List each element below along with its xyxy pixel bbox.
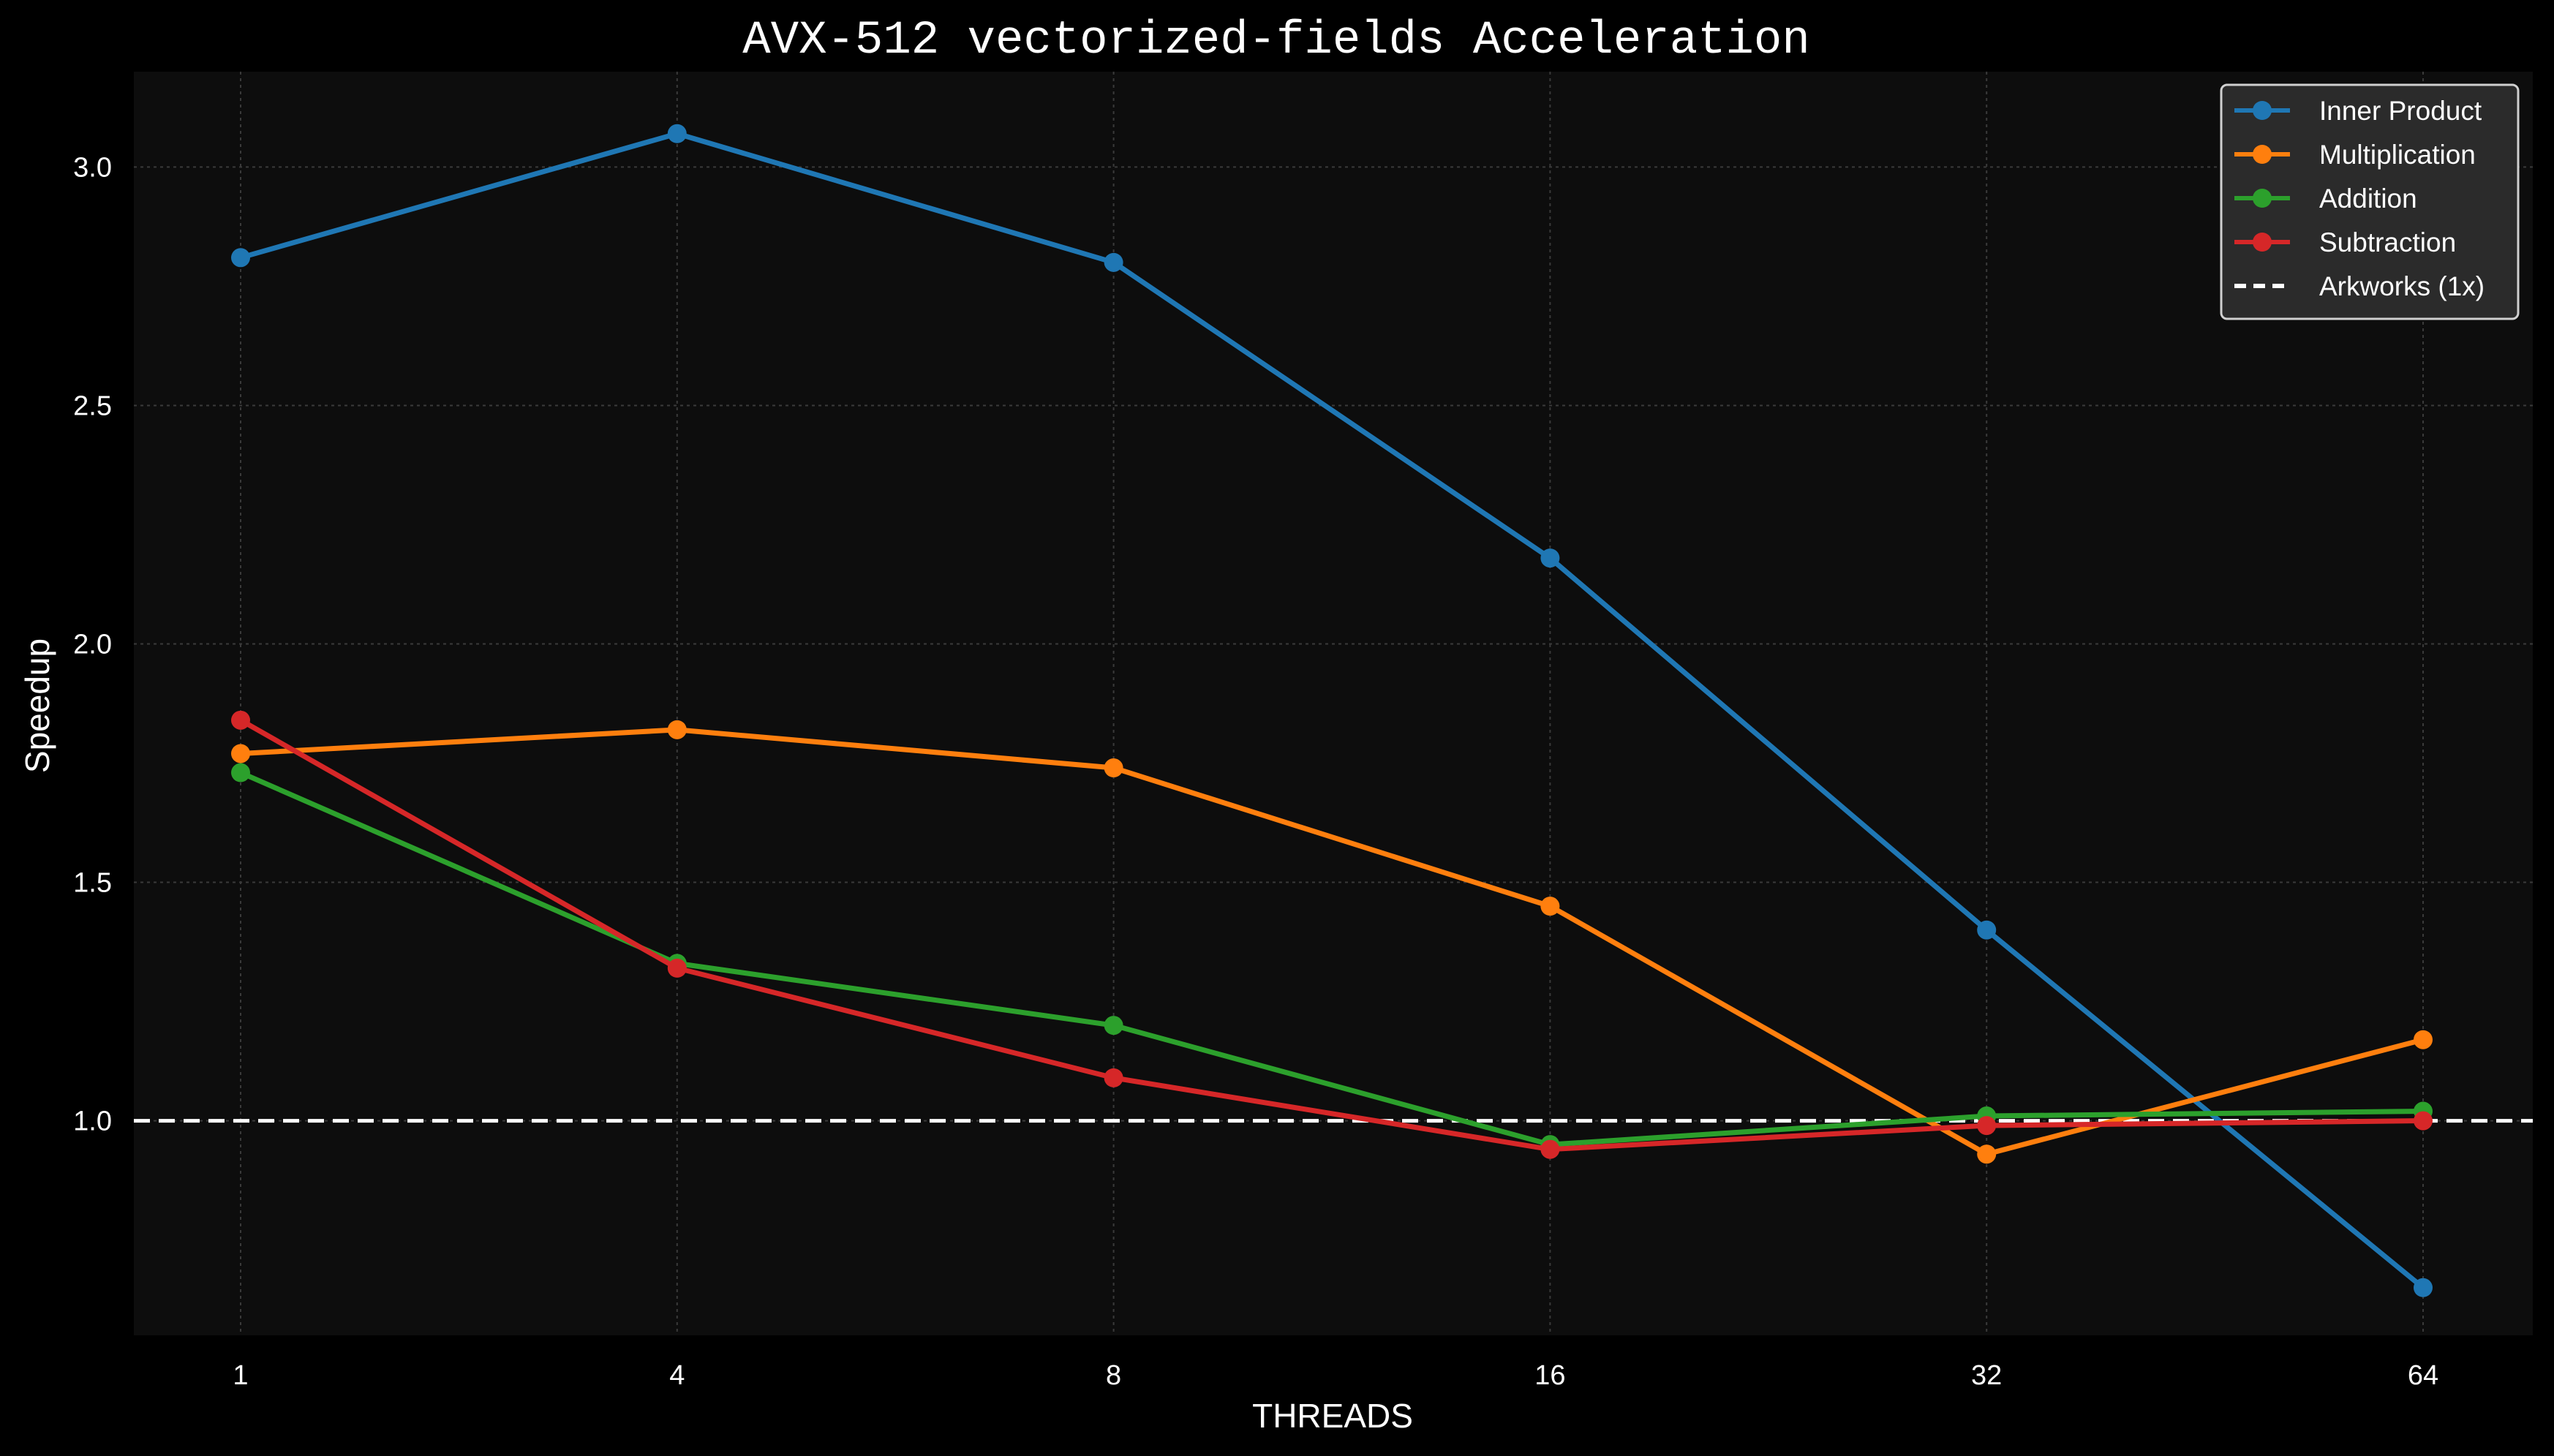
- data-point: [1104, 1016, 1123, 1036]
- data-point: [231, 710, 250, 730]
- data-point: [2414, 1111, 2433, 1131]
- data-point: [1540, 548, 1560, 568]
- data-point: [1540, 897, 1560, 916]
- legend-swatch-marker: [2253, 233, 2272, 252]
- plot-area: [134, 72, 2533, 1335]
- data-point: [1104, 758, 1123, 778]
- legend-label: Arkworks (1x): [2319, 271, 2485, 301]
- legend-label: Subtraction: [2319, 227, 2456, 257]
- tick-labels: 1 4 8 16 32 64 1.0 1.5 2.0 2.5 3.0: [73, 152, 2438, 1391]
- series-line: [238, 717, 2426, 1153]
- y-axis-label: Speedup: [18, 638, 56, 773]
- data-point: [667, 720, 687, 739]
- x-axis-label: THREADS: [1252, 1397, 1413, 1435]
- data-point: [1977, 920, 1997, 940]
- data-point: [231, 248, 250, 268]
- data-point: [2414, 1278, 2433, 1297]
- data-point: [1104, 252, 1123, 272]
- legend-swatch-marker: [2253, 145, 2272, 164]
- data-point: [1104, 1068, 1123, 1087]
- legend-label: Addition: [2319, 184, 2417, 214]
- legend-label: Multiplication: [2319, 140, 2476, 170]
- legend-item: Arkworks (1x): [2234, 271, 2485, 301]
- data-point: [231, 763, 250, 782]
- data-point: [667, 958, 687, 978]
- legend: Inner Product Multiplication Addition Subtr…: [2220, 83, 2520, 320]
- legend-swatch-marker: [2253, 101, 2272, 120]
- series-layer: [231, 124, 2433, 1297]
- x-tick-label: 32: [1971, 1360, 2002, 1391]
- series-inner-product: [231, 124, 2433, 1297]
- x-tick-label: 8: [1106, 1360, 1121, 1391]
- x-tick-label: 1: [233, 1360, 248, 1391]
- legend-item: Addition: [2234, 184, 2417, 214]
- legend-label: Inner Product: [2319, 96, 2482, 126]
- legend-item: Subtraction: [2234, 227, 2456, 257]
- y-tick-label: 1.5: [73, 868, 112, 899]
- series-subtraction: [231, 710, 2433, 1159]
- data-point: [667, 124, 687, 143]
- x-tick-label: 64: [2408, 1360, 2438, 1391]
- legend-item: Multiplication: [2234, 140, 2476, 170]
- series-line: [238, 770, 2426, 1147]
- series-multiplication: [231, 720, 2433, 1164]
- data-point: [1977, 1116, 1997, 1136]
- y-tick-label: 2.0: [73, 629, 112, 660]
- y-tick-label: 3.0: [73, 152, 112, 183]
- series-line: [238, 727, 2426, 1157]
- legend-item: Inner Product: [2234, 96, 2482, 126]
- data-point: [231, 744, 250, 763]
- legend-swatch-marker: [2253, 189, 2272, 208]
- data-point: [2414, 1030, 2433, 1049]
- chart-title: AVX-512 vectorized-fields Acceleration: [742, 15, 1809, 67]
- x-tick-label: 4: [669, 1360, 685, 1391]
- data-point: [1977, 1144, 1997, 1164]
- series-line: [238, 131, 2426, 1291]
- y-tick-label: 1.0: [73, 1106, 112, 1137]
- legend-box: [2220, 83, 2520, 320]
- y-tick-label: 2.5: [73, 391, 112, 421]
- data-point: [1540, 1139, 1560, 1159]
- x-tick-label: 16: [1534, 1360, 1565, 1391]
